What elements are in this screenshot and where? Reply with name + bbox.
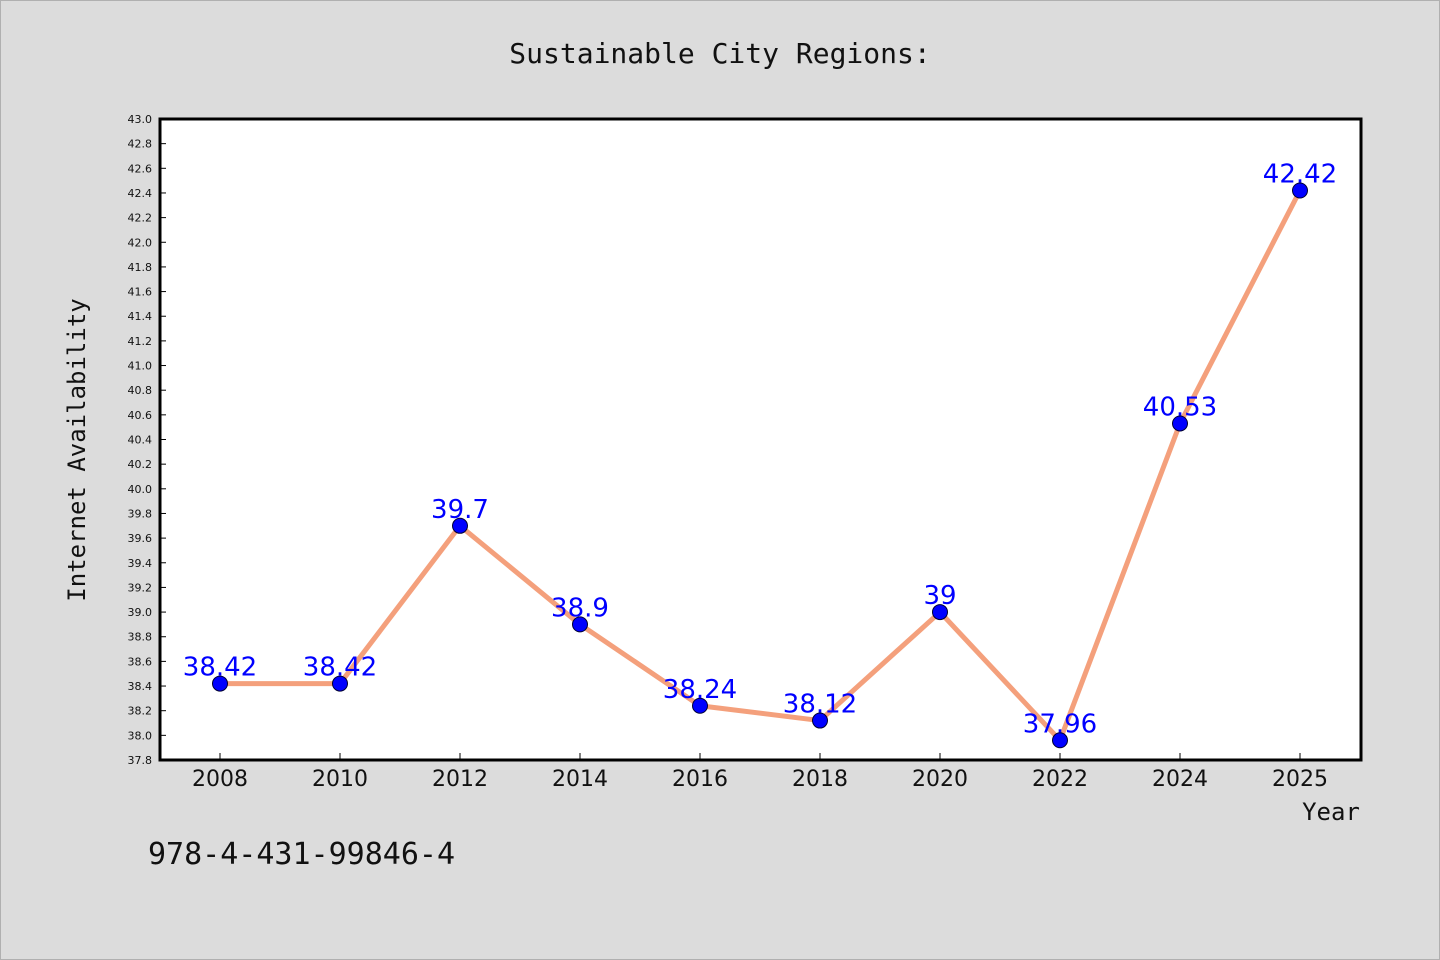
y-tick-label: 42.0: [128, 236, 153, 249]
data-point-marker: [452, 517, 468, 534]
y-tick-label: 39.2: [128, 581, 153, 594]
data-point-marker: [812, 712, 828, 729]
y-tick-label: 41.6: [128, 286, 153, 299]
x-tick-label: 2022: [1032, 767, 1088, 792]
data-label: 38.42: [183, 653, 257, 683]
data-label: 39.7: [431, 495, 489, 525]
y-tick-label: 39.0: [128, 606, 153, 619]
series-line: [217, 187, 1303, 743]
data-point-marker: [932, 604, 948, 621]
y-tick-label: 38.4: [128, 680, 153, 693]
data-label: 38.12: [783, 690, 857, 720]
y-axis-label: Internet Availability: [63, 298, 91, 601]
data-label: 37.96: [1023, 709, 1097, 739]
y-axis: 37.8 38.0 38.2 38.4 38.6 38.8 39.0 39.2 39.4 39.6…: [128, 113, 166, 767]
y-tick-label: 40.0: [128, 483, 153, 496]
data-label: 39: [923, 581, 956, 611]
y-tick-label: 41.0: [128, 360, 153, 373]
data-point-marker: [692, 697, 708, 714]
x-tick-label: 2024: [1152, 767, 1208, 792]
x-tick-label: 2010: [312, 767, 368, 792]
x-tick-label: 2016: [672, 767, 728, 792]
y-tick-label: 42.2: [128, 212, 153, 225]
y-tick-label: 39.8: [128, 507, 153, 520]
y-tick-label: 42.4: [128, 187, 153, 200]
x-tick-label: 2025: [1272, 767, 1328, 792]
chart-title: Sustainable City Regions:: [509, 37, 930, 70]
y-tick-label: 40.6: [128, 409, 153, 422]
y-tick-label: 41.8: [128, 261, 153, 274]
y-tick-label: 42.6: [128, 162, 153, 175]
y-tick-label: 39.4: [128, 557, 153, 570]
footer-code: 978-4-431-99846-4: [148, 837, 455, 872]
x-axis: 2008 2010 2012 2014 2016 2018 2020 2022 2024 2025: [192, 753, 1328, 792]
data-point-marker: [332, 675, 348, 692]
y-tick-label: 38.2: [128, 705, 153, 718]
x-tick-label: 2008: [192, 767, 248, 792]
x-tick-label: 2020: [912, 767, 968, 792]
data-point-marker: [572, 616, 588, 633]
data-label: 40.53: [1143, 392, 1217, 422]
marker-group: [212, 182, 1308, 749]
y-tick-label: 40.8: [128, 384, 153, 397]
x-tick-label: 2018: [792, 767, 848, 792]
y-tick-label: 40.2: [128, 458, 153, 471]
y-tick-label: 43.0: [128, 113, 153, 126]
y-tick-label: 38.0: [128, 729, 153, 742]
data-label: 42.42: [1263, 159, 1337, 189]
y-tick-label: 41.4: [128, 310, 153, 323]
data-label-group: 38.42 38.42 39.7 38.9 38.24 38.12 39 37.96 40.53…: [183, 159, 1337, 739]
x-tick-label: 2014: [552, 767, 608, 792]
y-tick-label: 40.4: [128, 434, 153, 447]
data-point-marker: [212, 675, 228, 692]
data-label: 38.24: [663, 675, 737, 705]
data-label: 38.42: [303, 653, 377, 683]
y-tick-label: 38.6: [128, 655, 153, 668]
y-tick-label: 39.6: [128, 532, 153, 545]
y-tick-label: 38.8: [128, 631, 153, 644]
data-point-marker: [1052, 732, 1068, 749]
y-tick-label: 37.8: [128, 754, 153, 767]
series-line-group: [217, 187, 1303, 743]
x-tick-label: 2012: [432, 767, 488, 792]
data-point-marker: [1172, 415, 1188, 432]
x-axis-label: Year: [1302, 798, 1360, 826]
data-point-marker: [1292, 182, 1308, 199]
data-label: 38.9: [551, 593, 609, 623]
y-tick-label: 41.2: [128, 335, 153, 348]
y-tick-label: 42.8: [128, 138, 153, 151]
